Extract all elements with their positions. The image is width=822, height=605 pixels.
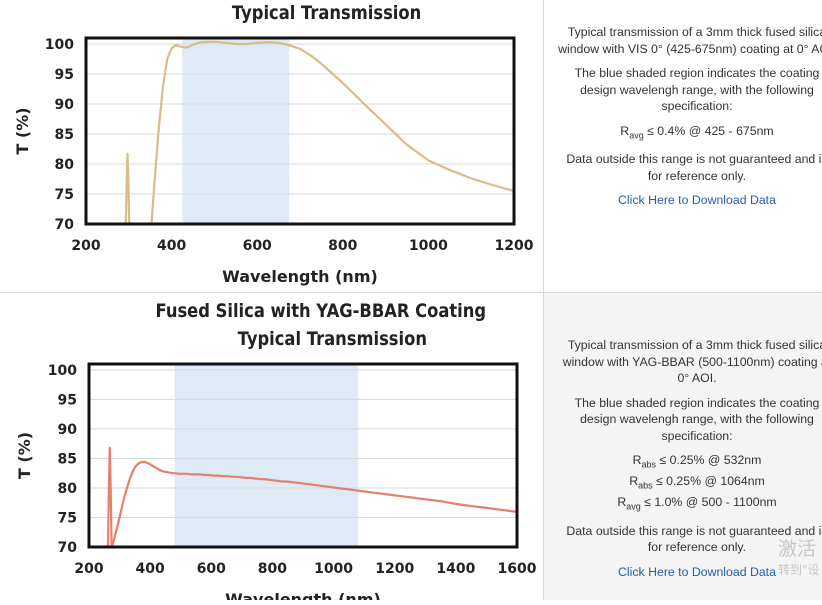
chart-title: Typical Transmission (232, 3, 421, 24)
spec-value: ≤ 0.25% @ 532nm (656, 453, 762, 467)
y-tick-labels: 100 95 90 85 80 75 70 (48, 363, 77, 556)
x-tick-label: 400 (136, 561, 165, 577)
spec-line: Ravg ≤ 0.4% @ 425 - 675nm (620, 123, 774, 140)
coating-range-shade (182, 38, 290, 224)
x-axis-label: Wavelength (nm) (225, 590, 381, 600)
x-tick-label: 200 (71, 238, 100, 254)
x-tick-label: 1000 (314, 561, 353, 577)
spec-subscript: avg (626, 501, 641, 512)
spec-value: ≤ 0.25% @ 1064nm (652, 473, 765, 488)
y-tick-label: 95 (55, 67, 74, 83)
x-tick-label: 600 (243, 238, 272, 254)
chart-title-line: Fused Silica with YAG-BBAR Coating (156, 301, 487, 322)
y-tick-label: 90 (58, 422, 78, 438)
y-tick-label: 85 (58, 451, 77, 467)
gridlines (89, 369, 517, 548)
y-axis-label: T (%) (13, 107, 32, 154)
activation-watermark-subtext: 转到"设 (778, 563, 820, 577)
x-tick-label: 400 (157, 238, 186, 254)
chart-title-line: Typical Transmission (232, 3, 421, 24)
y-tick-label: 70 (58, 540, 78, 556)
download-data-link[interactable]: Click Here to Download Data (618, 193, 776, 208)
description-text: Typical transmission of a 3mm thick fuse… (558, 25, 822, 56)
y-tick-label: 75 (58, 510, 77, 526)
y-tick-label: 100 (48, 363, 77, 379)
spec-list: Rabs ≤ 0.25% @ 532nm Rabs ≤ 0.25% @ 1064n… (558, 452, 822, 515)
chart-title: Fused Silica with YAG-BBAR Coating Typica… (156, 301, 487, 350)
x-tick-label: 1200 (375, 561, 414, 577)
y-tick-label: 80 (58, 481, 78, 497)
y-tick-label: 70 (55, 217, 75, 233)
spec-subscript: avg (629, 129, 644, 140)
plot-frame (84, 36, 516, 226)
y-tick-labels: 100 95 90 85 80 75 70 (45, 37, 74, 233)
shaded-note: The blue shaded region indicates the coa… (574, 66, 820, 113)
chart-row-2: Fused Silica with YAG-BBAR Coating Typica… (0, 293, 822, 605)
x-axis-label: Wavelength (nm) (222, 267, 378, 286)
y-axis-label: T (%) (15, 432, 34, 479)
y-tick-label: 90 (55, 97, 75, 113)
x-tick-label: 800 (328, 238, 357, 254)
y-tick-label: 80 (55, 157, 75, 173)
spec-value: ≤ 1.0% @ 500 - 1100nm (640, 494, 777, 509)
info-cell-1: Typical transmission of a 3mm thick fuse… (544, 0, 822, 292)
spec-value: ≤ 0.4% @ 425 - 675nm (643, 123, 774, 138)
spec-line: Rabs ≤ 0.25% @ 1064nm (629, 473, 765, 491)
transmission-curve (124, 40, 515, 225)
disclaimer-text: Data outside this range is not guarantee… (566, 523, 822, 555)
spec-list: Ravg ≤ 0.4% @ 425 - 675nm (558, 123, 822, 144)
transmission-chart-vis: Typical Transmission 100 95 90 85 80 75 70 200… (13, 3, 534, 286)
series-line-segment (124, 152, 131, 225)
disclaimer-text: Data outside this range is not guarantee… (566, 152, 822, 183)
series-line-segment (150, 40, 515, 225)
x-tick-label: 800 (258, 561, 287, 577)
gridlines (86, 43, 514, 225)
chart-title-line: Typical Transmission (238, 329, 427, 350)
transmission-curve (106, 446, 518, 548)
x-tick-label: 1000 (409, 238, 448, 254)
coating-range-shade (174, 364, 359, 547)
y-tick-label: 95 (58, 392, 77, 408)
chart-description-2: Typical transmission of a 3mm thick fuse… (558, 337, 822, 580)
x-tick-label: 200 (74, 561, 103, 577)
chart-description-1: Typical transmission of a 3mm thick fuse… (558, 24, 822, 209)
x-tick-label: 1200 (495, 238, 534, 254)
y-tick-label: 85 (55, 127, 74, 143)
spec-line: Ravg ≤ 1.0% @ 500 - 1100nm (617, 494, 777, 512)
download-data-link[interactable]: Click Here to Download Data (618, 564, 776, 579)
x-tick-labels: 200 400 600 800 1000 1200 1400 1600 (74, 561, 536, 577)
series-line-segment (110, 460, 518, 548)
spec-line: Rabs ≤ 0.25% @ 532nm (632, 453, 762, 470)
plot-frame (87, 362, 519, 549)
x-tick-label: 1600 (498, 561, 537, 577)
info-cell-2: Typical transmission of a 3mm thick fuse… (544, 293, 822, 600)
transmission-chart-yag-bbar: Fused Silica with YAG-BBAR Coating Typica… (15, 301, 537, 605)
chart-cell-1: Typical Transmission 100 95 90 85 80 75 70 200… (0, 0, 544, 292)
chart-cell-2: Fused Silica with YAG-BBAR Coating Typica… (0, 293, 544, 605)
x-tick-label: 600 (197, 561, 226, 577)
description-text: Typical transmission of a 3mm thick fuse… (562, 338, 822, 385)
y-tick-label: 100 (45, 37, 74, 53)
x-tick-label: 1400 (436, 561, 475, 577)
spec-subscript: abs (638, 480, 653, 491)
series-line-segment (106, 446, 113, 548)
spec-subscript: abs (641, 459, 657, 470)
x-tick-labels: 200 400 600 800 1000 1200 (71, 238, 533, 254)
activation-watermark: 激活 (778, 538, 817, 560)
y-tick-label: 75 (55, 187, 74, 203)
chart-row-1: Typical Transmission 100 95 90 85 80 75 70 200… (0, 0, 822, 293)
shaded-note: The blue shaded region indicates the coa… (574, 395, 820, 443)
